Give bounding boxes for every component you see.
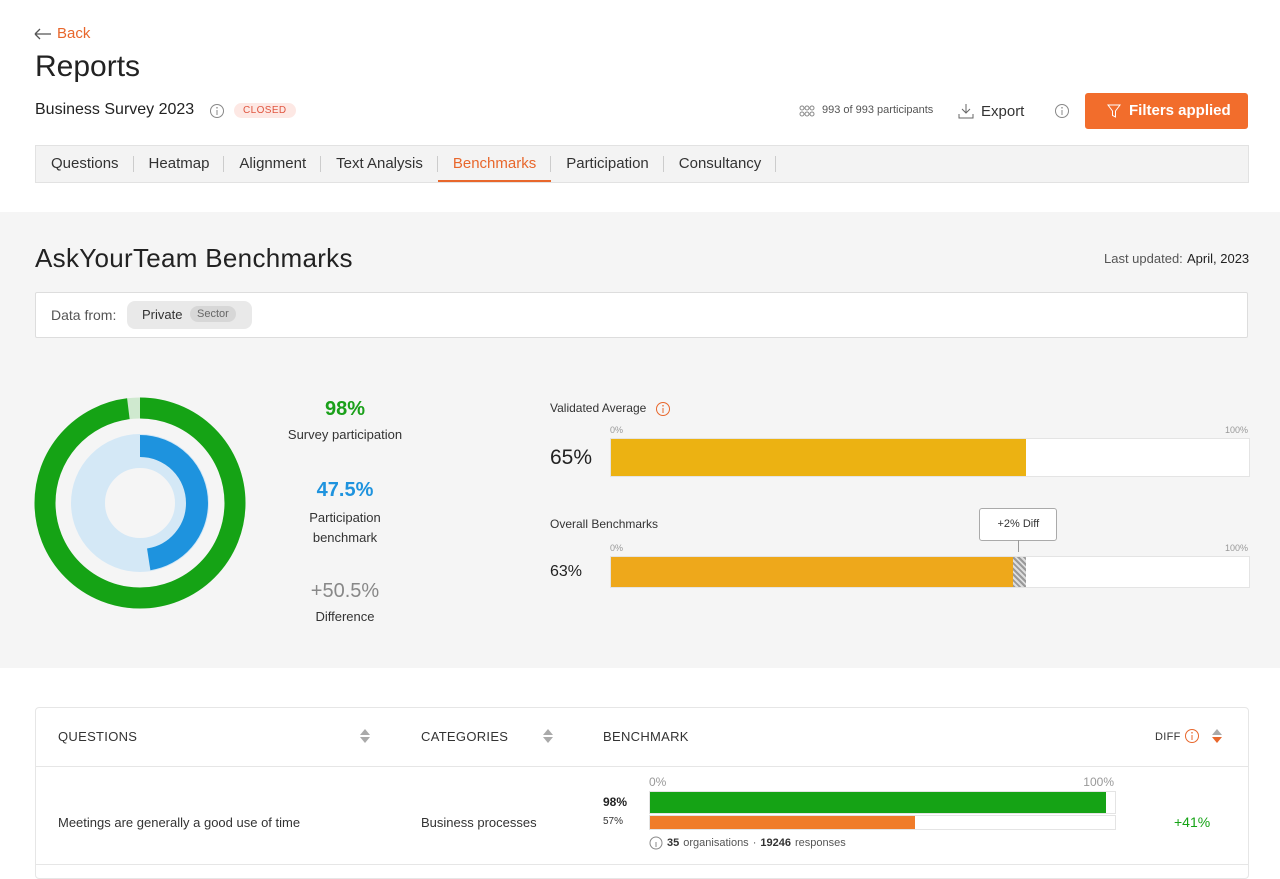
stat-caption: Survey participation [287,427,403,442]
sort-icon[interactable] [359,728,371,744]
tab[interactable]: Questions [36,146,134,182]
stat-caption: Difference [315,609,375,624]
tooltip-pin [1018,540,1020,552]
bar-value: 63% [550,563,583,580]
tab[interactable]: Text Analysis [321,146,438,182]
note-part: organisations [683,837,749,849]
diff-value: +41% [1174,814,1211,830]
axis-label: 100% [1083,775,1114,789]
score-label: 98% [603,795,628,809]
tab[interactable]: Alignment [224,146,321,182]
note-part: responses [794,837,846,849]
column-header: BENCHMARK [603,729,689,744]
benchmark-label: 57% [603,816,624,827]
stat-caption: Participation benchmark [309,510,381,545]
page-title: Reports [35,50,141,83]
axis-label: 0% [610,425,624,435]
axis-label: 100% [1224,543,1248,553]
row-divider [36,766,1248,767]
info-icon[interactable] [1054,103,1070,119]
participation-donut [34,397,246,609]
bar-fill [611,439,1026,476]
data-from-label: Data from: [51,307,117,323]
axis-label: 100% [1224,425,1248,435]
question: Meetings are generally a good use of tim… [58,815,301,830]
stat-value: 98% [324,398,366,420]
export-icon[interactable] [958,103,974,119]
survey-name: Business Survey 2023 [35,101,195,118]
sort-icon[interactable] [542,728,554,744]
filters-button[interactable]: Filters applied [1085,93,1248,129]
tab[interactable]: Heatmap [134,146,225,182]
tab-bar: Questions Heatmap Alignment Text Analysis Be… [35,145,1249,183]
info-icon[interactable] [1184,728,1200,744]
questions-table: QUESTIONS CATEGORIES BENCHMARK DIFF Meet… [35,707,1249,879]
stat-value: +50.5% [310,580,380,602]
bar-value: 65% [550,446,593,469]
data-source-box: Data from: Private Sector [35,292,1248,338]
stat: 98% Survey participation [265,398,425,442]
category: Business processes [421,815,537,830]
filter-icon [1107,104,1121,118]
bar-track [610,438,1250,477]
updated-date: April, 2023 [1187,251,1250,266]
info-icon[interactable] [655,401,671,417]
participants: 993 of 993 participants [822,104,934,116]
bar-fill [650,792,1106,813]
bar-title: Overall Benchmarks [550,517,659,531]
note-part: · [752,837,757,849]
section-title: AskYourTeam Benchmarks [35,243,353,273]
participants-icon [799,105,815,117]
tab[interactable]: Consultancy [664,146,777,182]
stat-value: 47.5% [316,479,374,501]
icon-circle [649,836,663,850]
bar-fill [650,816,916,829]
stat: +50.5% Difference [265,580,425,624]
updated-label: Last updated: [1104,251,1183,266]
bar-track [649,815,1116,830]
diff-tooltip: +2% Diff [979,508,1058,541]
column-header[interactable]: QUESTIONS [58,729,138,744]
row-divider [36,864,1248,865]
sort-icon[interactable] [1211,728,1223,744]
note-part: 19246 [760,837,791,849]
source-chip[interactable]: Private Sector [127,301,252,329]
axis-label: 0% [610,543,624,553]
bar-track [649,791,1116,814]
bar-track [610,556,1250,588]
donut-arc [72,435,208,571]
bar-title: Validated Average [550,401,647,415]
diff-hatch [1012,557,1026,587]
chip-label: Private [142,307,183,322]
donut-arc [34,397,246,609]
export-button[interactable]: Export [981,103,1025,120]
back-link[interactable]: Back [57,25,91,42]
tab[interactable]: Benchmarks [437,146,552,182]
note-part: 35 [667,837,680,849]
axis-label: 0% [649,775,667,789]
column-header[interactable]: CATEGORIES [421,729,509,744]
info-icon[interactable] [649,836,663,850]
status-badge: CLOSED [234,103,296,118]
column-header[interactable]: DIFF [1155,731,1181,743]
info-icon[interactable] [209,103,225,119]
stat: 47.5% Participation benchmark [280,479,410,548]
bar-fill [611,557,1013,587]
sample-note: 35 organisations · 19246 responses [649,836,846,850]
back-arrow[interactable] [34,28,52,40]
tab[interactable]: Participation [551,146,664,182]
chip-tag: Sector [190,306,236,322]
filters-label: Filters applied [1129,102,1231,119]
